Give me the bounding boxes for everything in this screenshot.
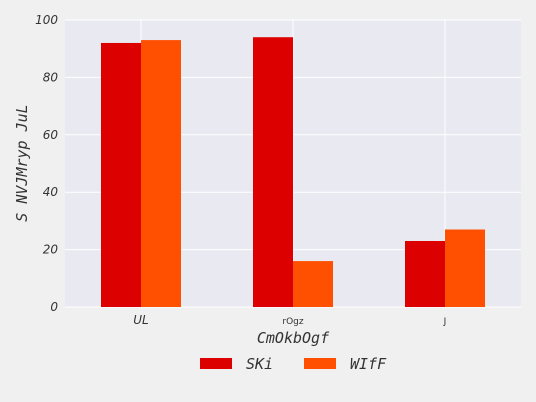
legend-label-ski: SKi	[246, 355, 273, 373]
bar-ski-rogz	[253, 37, 293, 307]
bar-ski-ul	[101, 42, 141, 308]
y-tick-label-40: 40	[43, 185, 59, 199]
bar-wiff-rogz	[293, 261, 333, 307]
y-axis-ticks: 0 20 40 60 80 100	[35, 13, 58, 314]
legend: SKi WIfF	[200, 355, 387, 373]
y-tick-label-20: 20	[43, 243, 59, 257]
bars	[101, 37, 485, 308]
legend-swatch-wiff	[304, 358, 336, 369]
legend-swatch-ski	[200, 358, 232, 369]
bar-wiff-ul	[141, 40, 181, 308]
y-tick-label-0: 0	[50, 300, 58, 314]
x-axis-label: CmOkbOgf	[257, 329, 330, 347]
y-tick-label-100: 100	[35, 13, 58, 27]
y-tick-label-60: 60	[43, 128, 59, 142]
x-tick-label-rogz: rOgz	[282, 317, 303, 327]
legend-label-wiff: WIfF	[350, 355, 387, 373]
x-axis-ticks: UL rOgz J	[133, 313, 446, 327]
y-axis-label: S NVJMryp JuL	[13, 104, 31, 221]
x-tick-label-j: J	[443, 317, 447, 327]
bar-ski-j	[405, 240, 445, 307]
bar-wiff-j	[445, 229, 485, 307]
y-tick-label-80: 80	[43, 70, 59, 84]
x-tick-label-ul: UL	[133, 313, 148, 327]
